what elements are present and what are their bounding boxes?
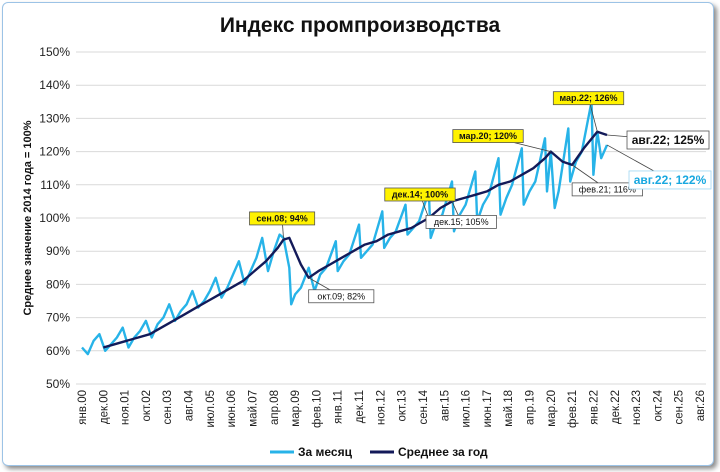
y-tick-label: 100% bbox=[39, 211, 70, 225]
x-tick-label: ноя.23 bbox=[631, 390, 643, 425]
x-tick-label: дек.11 bbox=[354, 390, 366, 423]
x-tick-label: ноя.12 bbox=[375, 390, 387, 425]
x-tick-label: янв.00 bbox=[77, 390, 89, 425]
x-tick-label: фев.10 bbox=[311, 390, 323, 428]
annotation-box bbox=[384, 187, 456, 202]
annotation-box bbox=[425, 214, 497, 229]
x-tick-label: сен.25 bbox=[674, 390, 686, 424]
chart-title: Индекс промпроизводства bbox=[220, 14, 501, 37]
x-tick-label: фев.21 bbox=[567, 390, 579, 428]
series-annual-average-line bbox=[102, 130, 608, 349]
x-tick-label: май.07 bbox=[247, 390, 259, 427]
x-tick-label: апр.08 bbox=[269, 390, 281, 425]
annotation-box bbox=[628, 170, 712, 190]
x-tick-label: дек.00 bbox=[98, 390, 110, 424]
y-tick-label: 150% bbox=[39, 45, 70, 59]
chart-frame bbox=[2, 2, 714, 466]
annotation-box bbox=[452, 129, 524, 144]
annotation-label: авг.22; 122% bbox=[634, 173, 707, 187]
series-monthly-line bbox=[81, 100, 609, 356]
annotation-label: дек.15; 105% bbox=[434, 217, 489, 227]
x-tick-label: июн.06 bbox=[226, 390, 238, 427]
legend: За месяц Среднее за год bbox=[270, 445, 488, 459]
y-tick-label: 80% bbox=[46, 277, 70, 291]
x-tick-label: сен.03 bbox=[162, 390, 174, 424]
x-tick-label: янв.22 bbox=[588, 390, 600, 425]
annotation-box bbox=[308, 289, 375, 304]
annotation-box bbox=[552, 91, 625, 106]
legend-label-monthly: За месяц bbox=[298, 445, 353, 459]
annotation-label: авг.22; 125% bbox=[632, 133, 705, 147]
x-tick-label: апр.19 bbox=[525, 390, 537, 425]
annotation-label: мар.20; 120% bbox=[459, 131, 517, 141]
x-tick-label: сен.14 bbox=[418, 389, 430, 424]
x-tick-label: июл.05 bbox=[205, 390, 217, 428]
y-tick-label: 120% bbox=[39, 145, 70, 159]
y-tick-label: 110% bbox=[40, 178, 70, 192]
x-tick-label: мар.20 bbox=[546, 390, 558, 427]
x-tick-label: дек.22 bbox=[610, 390, 622, 424]
x-tick-labels: янв.00 дек.00 ноя.01 окт.02 сен.03 авг.04 июл.… bbox=[77, 389, 707, 428]
x-tick-label: авг.15 bbox=[439, 390, 451, 421]
x-tick-label: окт.02 bbox=[141, 390, 153, 422]
annotations: сен.08; 94% окт.09; 82% дек.14; 100% дек.15… bbox=[249, 91, 712, 304]
x-tick-label: авг.26 bbox=[695, 390, 707, 421]
annotation-box bbox=[249, 211, 316, 226]
x-tick-label: окт.13 bbox=[397, 390, 409, 422]
x-tick-label: окт.24 bbox=[652, 389, 664, 421]
annotation-label: дек.14; 100% bbox=[392, 190, 448, 200]
y-tick-label: 50% bbox=[46, 377, 70, 391]
x-tick-label: июн.17 bbox=[482, 390, 494, 427]
y-axis-label: Среднее значение 2014 года = 100% bbox=[22, 120, 34, 315]
annotation-label: сен.08; 94% bbox=[256, 213, 307, 223]
y-tick-label: 90% bbox=[46, 244, 70, 258]
series-lines bbox=[81, 100, 609, 356]
annotation-box bbox=[571, 182, 643, 197]
y-tick-labels: 50% 60% 70% 80% 90% 100% 110% 120% 130% 140% 150% bbox=[39, 45, 70, 391]
x-tick-label: май.18 bbox=[503, 390, 515, 427]
x-tick-label: мар.09 bbox=[290, 390, 302, 427]
y-tick-label: 70% bbox=[46, 311, 70, 325]
x-tick-label: июл.16 bbox=[461, 390, 473, 428]
y-tick-label: 60% bbox=[46, 344, 70, 358]
y-tick-label: 130% bbox=[39, 111, 70, 125]
legend-label-average: Среднее за год bbox=[398, 445, 488, 459]
annotation-label: мар.22; 126% bbox=[559, 93, 617, 103]
annotation-box bbox=[626, 130, 710, 150]
y-tick-label: 140% bbox=[39, 78, 70, 92]
x-tick-label: ноя.01 bbox=[120, 390, 132, 425]
x-tick-label: янв.11 bbox=[333, 390, 345, 424]
annotation-label: фев.21; 116% bbox=[579, 184, 636, 194]
annotation-label: окт.09; 82% bbox=[317, 291, 365, 301]
x-tick-label: авг.04 bbox=[184, 389, 196, 421]
